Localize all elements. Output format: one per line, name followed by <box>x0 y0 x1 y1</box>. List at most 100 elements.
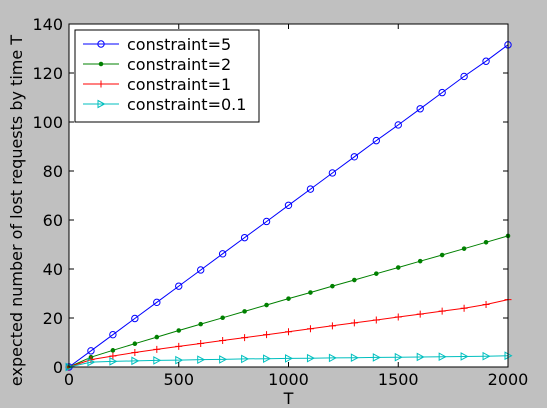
data-point <box>328 322 336 330</box>
data-point <box>219 337 227 345</box>
data-point <box>460 304 468 312</box>
data-point <box>219 355 228 364</box>
legend-item: constraint=1 <box>83 75 231 94</box>
series-layer <box>65 41 513 372</box>
data-point <box>198 321 203 327</box>
data-point <box>97 99 106 109</box>
legend: constraint=5constraint=2constraint=1cons… <box>74 29 260 123</box>
data-point <box>439 252 445 258</box>
y-tick-label: 60 <box>43 211 63 230</box>
data-point <box>262 217 271 226</box>
data-point <box>395 265 401 270</box>
y-axis-label: expected number of lost requests by time… <box>7 35 26 386</box>
data-point <box>109 330 117 339</box>
x-axis-label: T <box>283 389 294 408</box>
data-point <box>285 354 294 363</box>
data-point <box>109 357 118 366</box>
data-point <box>417 258 423 264</box>
data-point <box>197 355 206 364</box>
data-point <box>306 185 315 193</box>
y-tick-label: 100 <box>32 113 63 132</box>
data-point <box>416 310 424 318</box>
data-point <box>153 345 161 353</box>
legend-label: constraint=0.1 <box>127 95 246 114</box>
data-point <box>394 313 402 321</box>
data-point <box>306 325 314 333</box>
data-point <box>176 328 182 333</box>
data-point <box>240 233 249 242</box>
data-point <box>263 354 272 364</box>
y-tick-label: 80 <box>43 162 63 181</box>
data-point <box>372 316 380 324</box>
x-tick-label: 0 <box>64 370 74 389</box>
data-point <box>306 353 316 363</box>
legend-label: constraint=1 <box>127 75 231 94</box>
legend-item: constraint=0.1 <box>83 95 246 114</box>
series-line <box>68 355 509 368</box>
x-tick-label: 500 <box>163 370 194 389</box>
data-point <box>263 331 271 339</box>
data-point <box>197 266 205 274</box>
y-tick-label: 0 <box>53 358 63 377</box>
data-point <box>328 353 337 363</box>
x-tick-label: 2000 <box>488 370 529 389</box>
data-point <box>350 353 359 363</box>
data-point <box>416 105 424 113</box>
data-point <box>97 40 105 48</box>
data-point <box>438 352 447 362</box>
data-point <box>131 314 139 323</box>
data-point <box>482 351 491 361</box>
data-point <box>482 301 490 309</box>
x-tick-label: 1000 <box>268 370 309 389</box>
data-point <box>218 250 227 258</box>
data-point <box>328 169 337 177</box>
data-point <box>264 302 269 308</box>
data-point <box>284 201 293 210</box>
data-point <box>438 88 446 97</box>
data-point <box>87 347 95 355</box>
data-point <box>220 315 225 321</box>
data-point <box>98 61 104 67</box>
legend-item: constraint=5 <box>83 35 231 54</box>
plot-border <box>68 23 509 368</box>
legend-label: constraint=5 <box>127 35 231 54</box>
data-point <box>175 342 183 350</box>
data-point <box>154 334 160 340</box>
legend-label: constraint=2 <box>127 55 231 74</box>
data-point <box>87 357 96 367</box>
data-point <box>241 354 250 364</box>
data-point <box>438 307 446 315</box>
data-point <box>97 80 105 88</box>
data-point <box>350 319 358 327</box>
series-0 <box>65 41 512 371</box>
data-point <box>461 246 467 251</box>
data-point <box>330 283 335 289</box>
data-point <box>372 353 381 362</box>
y-tick-label: 120 <box>32 64 63 83</box>
y-tick-label: 140 <box>32 15 63 34</box>
legend-box <box>74 29 260 123</box>
data-point <box>374 271 379 276</box>
data-point <box>483 239 489 245</box>
data-point <box>153 298 161 307</box>
data-point <box>394 352 403 362</box>
data-point <box>308 290 313 295</box>
y-tick-label: 20 <box>43 309 63 328</box>
data-point <box>110 348 116 353</box>
data-point <box>350 153 359 161</box>
data-point <box>286 296 291 301</box>
y-tick-label: 40 <box>43 260 63 279</box>
data-point <box>460 352 469 361</box>
data-point <box>175 282 183 290</box>
data-point <box>131 356 140 366</box>
series-1 <box>66 233 511 370</box>
data-point <box>416 352 425 362</box>
data-point <box>153 356 162 365</box>
data-point <box>372 136 380 145</box>
data-point <box>131 349 139 357</box>
data-point <box>352 277 357 283</box>
data-point <box>285 328 292 336</box>
data-point <box>241 334 249 342</box>
